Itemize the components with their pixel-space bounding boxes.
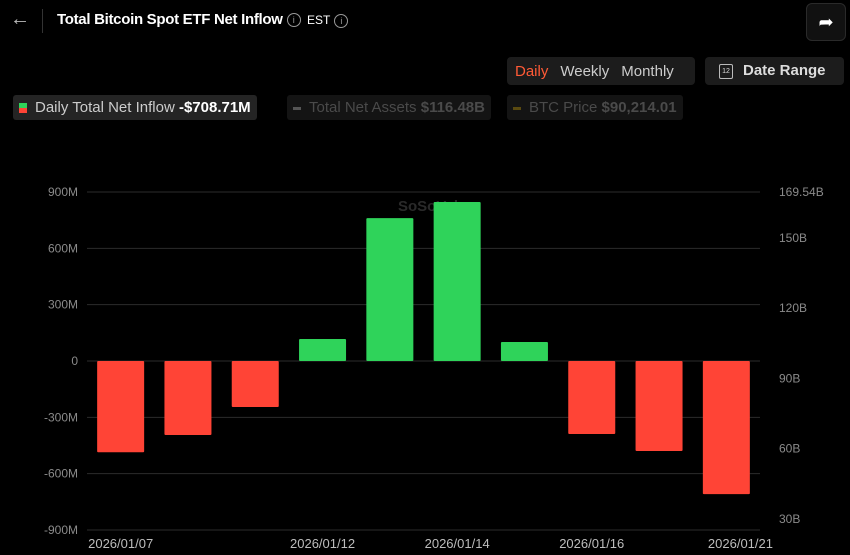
page-title-text: Total Bitcoin Spot ETF Net Inflow — [57, 11, 283, 28]
watermark: SoSoValue — [398, 198, 476, 215]
legend-swatch — [513, 106, 521, 110]
divider — [42, 9, 43, 33]
legend-label: BTC Price — [529, 99, 598, 116]
date-range-button[interactable]: 12 Date Range — [705, 57, 844, 85]
period-daily[interactable]: Daily — [515, 62, 549, 80]
y2-tick-label: 169.54B — [779, 185, 824, 199]
timezone-info-icon[interactable]: i — [334, 13, 349, 28]
y-tick-label: 300M — [48, 298, 78, 312]
x-tick-label: 2026/01/07 — [88, 536, 153, 551]
legend-label: Total Net Assets — [309, 99, 417, 116]
legend-swatch — [19, 103, 27, 114]
legend-value: $116.48B — [420, 99, 485, 116]
y2-tick-label: 30B — [779, 512, 800, 526]
y-tick-label: -900M — [44, 523, 78, 537]
legend-btc-price[interactable]: BTC Price $90,214.01 — [507, 95, 683, 120]
share-button[interactable]: ➦ — [806, 3, 846, 41]
timezone: EST i — [307, 13, 349, 28]
y-tick-label: 900M — [48, 185, 78, 199]
x-tick-label: 2026/01/16 — [559, 536, 624, 551]
x-tick-label: 2026/01/14 — [425, 536, 490, 551]
bar-2026/01/16 — [568, 361, 616, 435]
legend-value: -$708.71M — [178, 99, 251, 116]
share-icon: ➦ — [818, 12, 834, 32]
y-tick-label: 0 — [71, 354, 78, 368]
y2-tick-label: 60B — [779, 442, 800, 456]
bar-2026/01/15 — [500, 342, 548, 361]
y-tick-label: -600M — [44, 467, 78, 481]
timezone-label: EST — [307, 13, 331, 27]
bar-2026/01/14 — [433, 201, 481, 361]
y2-tick-label: 120B — [779, 301, 807, 315]
legend-value: $90,214.01 — [601, 99, 677, 116]
bar-2026/01/21 — [702, 361, 750, 495]
bar-2026/01/09 — [231, 361, 279, 408]
y-tick-label: -300M — [44, 410, 78, 424]
legend-total-net-assets[interactable]: Total Net Assets $116.48B — [287, 95, 491, 120]
info-icon[interactable]: i — [286, 13, 301, 28]
legend-net-inflow[interactable]: Daily Total Net Inflow -$708.71M — [13, 95, 257, 120]
period-weekly[interactable]: Weekly — [560, 62, 610, 80]
period-selector: Daily Weekly Monthly — [507, 57, 695, 85]
header: ← Total Bitcoin Spot ETF Net Inflow i EST… — [0, 0, 850, 42]
y-tick-label: 600M — [48, 241, 78, 255]
bar-2026/01/07 — [97, 361, 145, 453]
legend-swatch — [293, 106, 301, 110]
bar-2026/01/12 — [299, 339, 347, 361]
date-range-label: Date Range — [743, 62, 826, 79]
bar-2026/01/13 — [366, 218, 414, 361]
x-tick-label: 2026/01/12 — [290, 536, 355, 551]
x-tick-label: 2026/01/21 — [708, 536, 773, 551]
page-title: Total Bitcoin Spot ETF Net Inflow i — [57, 11, 301, 28]
y2-tick-label: 90B — [779, 371, 800, 385]
y2-tick-label: 150B — [779, 231, 807, 245]
period-monthly[interactable]: Monthly — [621, 62, 674, 80]
calendar-icon: 12 — [719, 63, 733, 79]
legend-label: Daily Total Net Inflow — [35, 99, 175, 116]
back-arrow-icon[interactable]: ← — [10, 8, 30, 30]
bar-2026/01/08 — [164, 361, 212, 435]
bar-2026/01/20 — [635, 361, 683, 451]
